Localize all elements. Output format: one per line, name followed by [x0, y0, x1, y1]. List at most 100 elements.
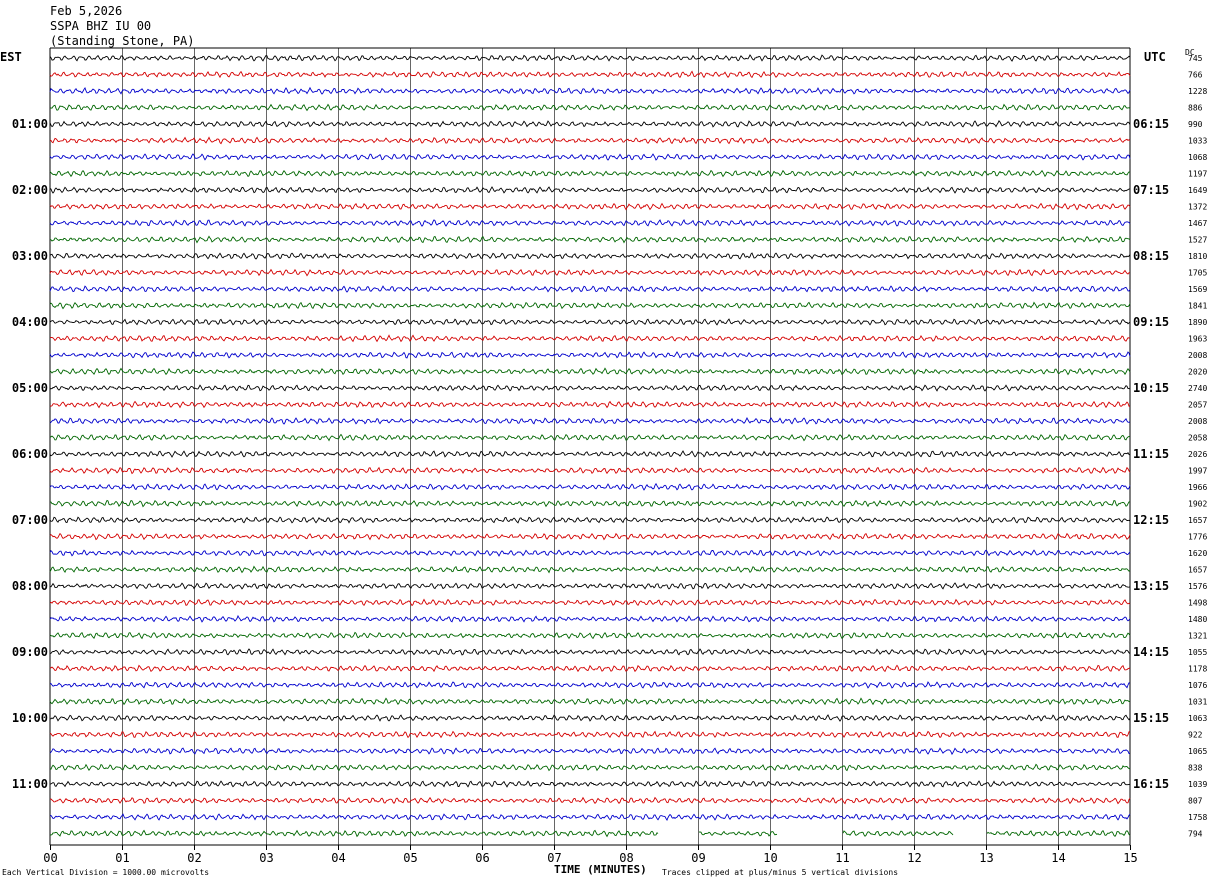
dc-offset-label: 2026 [1188, 450, 1207, 459]
trace-row [49, 86, 1131, 95]
dc-axis-label: DC [1185, 48, 1195, 57]
trace-row [50, 648, 1131, 656]
est-hour-label: 10:00 [12, 711, 48, 725]
utc-hour-label: 13:15 [1133, 579, 1169, 593]
dc-offset-label: 1498 [1188, 599, 1207, 608]
utc-hour-label: 09:15 [1133, 315, 1169, 329]
dc-offset-label: 1810 [1188, 252, 1207, 261]
x-tick-label: 02 [187, 851, 201, 865]
dc-offset-label: 1068 [1188, 153, 1207, 162]
dc-offset-label: 794 [1188, 830, 1203, 839]
dc-offset-label: 2057 [1188, 401, 1207, 410]
station-label: SSPA BHZ IU 00 [50, 19, 152, 33]
dc-offset-label: 766 [1188, 71, 1203, 80]
dc-offset-label: 1063 [1188, 714, 1207, 723]
dc-offset-label: 2740 [1188, 384, 1207, 393]
x-tick-label: 07 [547, 851, 561, 865]
trace-row [49, 169, 1131, 178]
dc-offset-label: 1480 [1188, 615, 1207, 624]
est-hour-label: 04:00 [12, 315, 48, 329]
x-tick-label: 14 [1051, 851, 1065, 865]
trace-row [49, 516, 1131, 524]
utc-axis-label: UTC [1144, 50, 1166, 64]
trace-row [49, 466, 1131, 475]
trace-row [49, 235, 1131, 244]
trace-row [49, 367, 1131, 376]
dc-offset-label: 1527 [1188, 236, 1207, 245]
trace-row [49, 549, 1131, 557]
trace-row [49, 186, 1131, 194]
trace-row [49, 565, 1131, 574]
dc-offset-label: 838 [1188, 764, 1203, 773]
trace-row [49, 614, 1131, 623]
est-hour-label: 08:00 [12, 579, 48, 593]
utc-hour-label: 11:15 [1133, 447, 1169, 461]
x-tick-label: 12 [907, 851, 921, 865]
utc-hour-label: 15:15 [1133, 711, 1169, 725]
trace-row [49, 400, 1131, 409]
dc-offset-label: 990 [1188, 120, 1203, 129]
utc-hour-label: 16:15 [1133, 777, 1169, 791]
dc-offset-label: 2020 [1188, 368, 1207, 377]
x-tick-label: 08 [619, 851, 633, 865]
x-tick-label: 00 [43, 851, 57, 865]
trace-row [49, 664, 1131, 673]
est-axis-label: EST [0, 50, 22, 64]
trace-row [49, 780, 1131, 788]
dc-offset-label: 1576 [1188, 582, 1207, 591]
x-tick-label: 03 [259, 851, 273, 865]
dc-offset-label: 1997 [1188, 467, 1207, 476]
est-hour-label: 07:00 [12, 513, 48, 527]
trace-row [49, 268, 1130, 277]
dc-offset-label: 1055 [1188, 648, 1207, 657]
trace-row [49, 252, 1131, 260]
x-tick-label: 10 [763, 851, 777, 865]
trace-row [49, 103, 1131, 112]
trace-row [49, 499, 1131, 508]
trace-row [49, 285, 1131, 293]
trace-row [49, 219, 1131, 227]
dc-offset-label: 1467 [1188, 219, 1207, 228]
utc-hour-label: 10:15 [1133, 381, 1169, 395]
dc-offset-label: 1890 [1188, 318, 1207, 327]
trace-row [49, 153, 1131, 161]
trace-row [49, 433, 1131, 442]
dc-offset-label: 1657 [1188, 566, 1207, 575]
dc-offset-label: 1197 [1188, 170, 1207, 179]
dc-offset-label: 1178 [1188, 665, 1207, 674]
trace-row [49, 136, 1131, 145]
dc-offset-label: 1705 [1188, 269, 1207, 278]
clip-note: Traces clipped at plus/minus 5 vertical … [662, 868, 899, 877]
dc-offset-label: 1902 [1188, 500, 1207, 509]
trace-row [50, 334, 1131, 343]
trace-row [49, 681, 1131, 689]
dc-offset-label: 2008 [1188, 351, 1207, 360]
dc-offset-label: 1033 [1188, 137, 1207, 146]
dc-offset-label: 2008 [1188, 417, 1207, 426]
est-hour-label: 09:00 [12, 645, 48, 659]
dc-offset-label: 1963 [1188, 335, 1207, 344]
dc-offset-label: 1031 [1188, 698, 1207, 707]
utc-hour-label: 07:15 [1133, 183, 1169, 197]
x-tick-label: 01 [115, 851, 129, 865]
trace-row [49, 202, 1131, 211]
dc-offset-label: 1372 [1188, 203, 1207, 212]
dc-offset-label: 886 [1188, 104, 1203, 113]
utc-hour-label: 14:15 [1133, 645, 1169, 659]
trace-row [49, 318, 1131, 326]
dc-offset-label: 1776 [1188, 533, 1207, 542]
dc-offset-label: 2058 [1188, 434, 1207, 443]
location-label: (Standing Stone, PA) [50, 34, 195, 48]
trace-row [49, 763, 1131, 772]
est-hour-label: 11:00 [12, 777, 48, 791]
trace-row [49, 54, 1131, 62]
dc-offset-label: 1569 [1188, 285, 1207, 294]
dc-offset-label: 1966 [1188, 483, 1207, 492]
dc-offset-label: 1841 [1188, 302, 1207, 311]
trace-row [49, 70, 1131, 79]
trace-row [49, 532, 1131, 541]
dc-offset-label: 1321 [1188, 632, 1207, 641]
trace-row [49, 301, 1131, 310]
trace-row [49, 119, 1131, 128]
x-tick-label: 09 [691, 851, 705, 865]
